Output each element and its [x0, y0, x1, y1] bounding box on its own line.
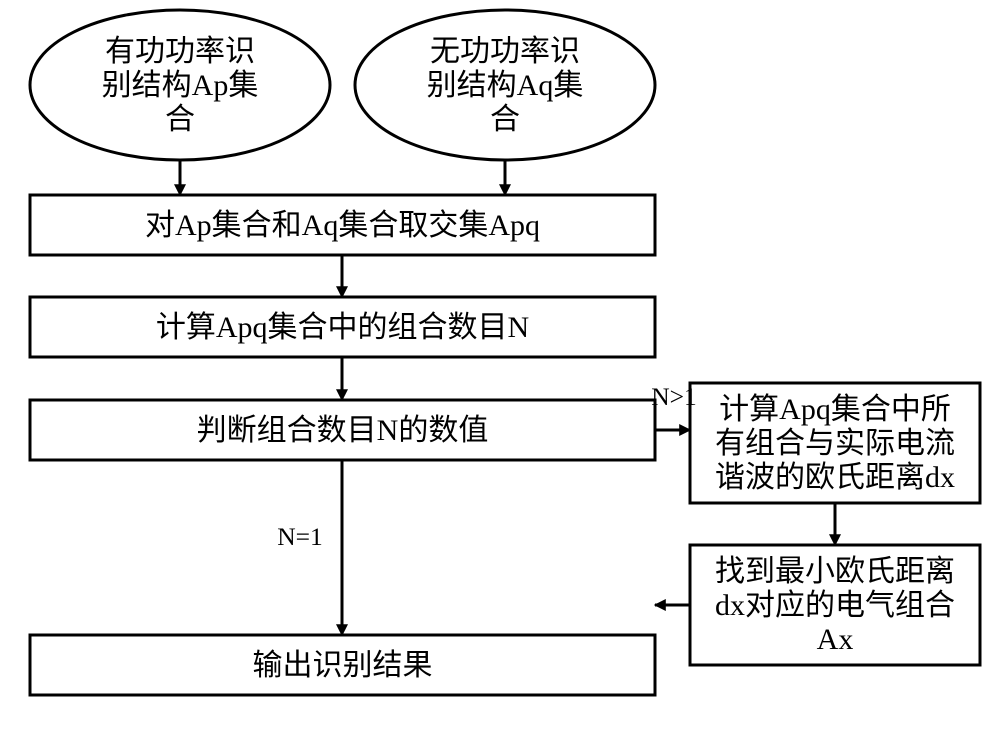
start_aq: 无功功率识别结构Aq集合 [355, 10, 655, 160]
step_intersect: 对Ap集合和Aq集合取交集Apq [30, 195, 655, 255]
start_ap: 有功功率识别结构Ap集合 [30, 10, 330, 160]
svg-text:N=1: N=1 [277, 522, 323, 551]
svg-text:N>1: N>1 [651, 382, 697, 411]
step_count: 计算Apq集合中的组合数目N [30, 297, 655, 357]
step_ax: 找到最小欧氏距离dx对应的电气组合Ax [690, 545, 980, 665]
svg-text:对Ap集合和Aq集合取交集Apq: 对Ap集合和Aq集合取交集Apq [145, 209, 540, 242]
svg-text:输出识别结果: 输出识别结果 [253, 649, 433, 682]
edge-4: N=1 [277, 460, 342, 635]
svg-text:计算Apq集合中的组合数目N: 计算Apq集合中的组合数目N [156, 311, 529, 344]
svg-text:计算Apq集合中所有组合与实际电流谐波的欧氏距离dx: 计算Apq集合中所有组合与实际电流谐波的欧氏距离dx [715, 393, 955, 494]
step_judge: 判断组合数目N的数值 [30, 400, 655, 460]
svg-text:判断组合数目N的数值: 判断组合数目N的数值 [197, 414, 489, 447]
step_output: 输出识别结果 [30, 635, 655, 695]
step_dx: 计算Apq集合中所有组合与实际电流谐波的欧氏距离dx [690, 383, 980, 503]
